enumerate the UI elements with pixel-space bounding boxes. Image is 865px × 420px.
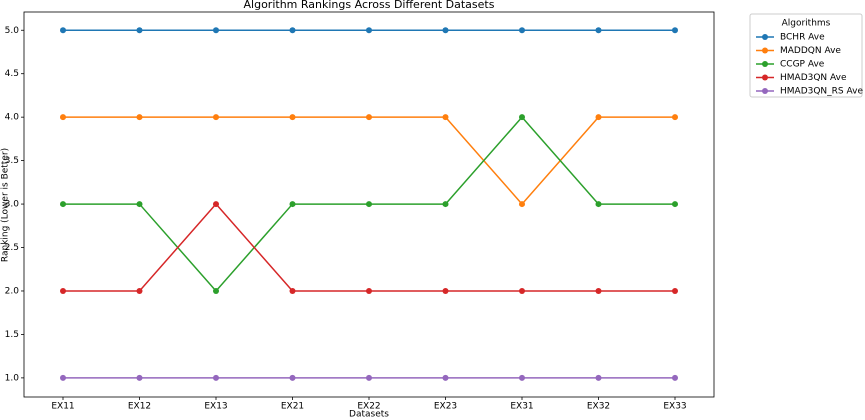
data-point (60, 201, 66, 208)
data-point (213, 201, 219, 208)
x-tick-label: EX12 (128, 402, 151, 412)
legend-label: HMAD3QN Ave (780, 73, 847, 83)
data-point (213, 287, 219, 294)
data-point (136, 287, 143, 294)
data-point (366, 374, 372, 381)
data-point (60, 27, 66, 34)
y-tick-label: 1.5 (5, 330, 19, 340)
legend-marker (762, 88, 768, 94)
y-tick-label: 2.0 (5, 286, 20, 296)
data-point (672, 374, 678, 381)
y-axis-label: Ranking (Lower is Better) (1, 148, 11, 262)
legend-label: HMAD3QN_RS Ave (780, 87, 863, 97)
data-point (519, 114, 525, 121)
data-point (519, 201, 525, 208)
y-tick-label: 4.0 (5, 113, 20, 123)
data-point (60, 114, 66, 121)
y-tick-label: 1.0 (5, 373, 20, 383)
data-point (60, 287, 66, 294)
y-tick-label: 3.0 (5, 200, 20, 210)
data-point (289, 201, 296, 208)
data-point (672, 27, 678, 34)
data-point (519, 287, 525, 294)
data-point (442, 27, 449, 34)
data-point (595, 201, 602, 208)
data-point (672, 201, 678, 208)
series-line (63, 116, 675, 206)
y-tick-label: 4.5 (5, 69, 19, 79)
data-point (136, 201, 143, 208)
legend-marker (762, 61, 768, 67)
x-tick-label: EX33 (663, 402, 686, 412)
legend-label: CCGP Ave (780, 60, 825, 70)
data-point (442, 374, 449, 381)
data-point (366, 27, 372, 34)
data-point (289, 374, 296, 381)
y-tick-label: 2.5 (5, 243, 19, 253)
legend-marker (762, 34, 768, 40)
data-point (289, 114, 296, 121)
data-point (595, 27, 602, 34)
x-tick-label: EX11 (51, 402, 74, 412)
data-point (366, 287, 372, 294)
x-tick-label: EX13 (204, 402, 227, 412)
data-point (442, 114, 449, 121)
data-point (595, 374, 602, 381)
data-point (595, 114, 602, 121)
series-line (63, 202, 675, 292)
chart-title: Algorithm Rankings Across Different Data… (244, 0, 495, 11)
data-point (213, 374, 219, 381)
data-point (136, 27, 143, 34)
data-point (519, 27, 525, 34)
x-tick-label: EX32 (587, 402, 610, 412)
x-tick-label: EX31 (510, 402, 533, 412)
legend-label: MADDQN Ave (780, 46, 841, 56)
y-tick-label: 3.5 (5, 156, 19, 166)
legend-label: BCHR Ave (780, 33, 825, 43)
data-point (60, 374, 66, 381)
data-point (672, 287, 678, 294)
data-point (289, 27, 296, 34)
data-point (366, 201, 372, 208)
legend-title: Algorithms (782, 19, 831, 29)
data-point (289, 287, 296, 294)
data-point (213, 114, 219, 121)
legend-marker (762, 47, 768, 54)
data-point (672, 114, 678, 121)
data-point (442, 201, 449, 208)
data-point (595, 287, 602, 294)
data-point (442, 287, 449, 294)
data-point (136, 114, 143, 121)
x-axis-label: Datasets (349, 410, 389, 420)
data-point (213, 27, 219, 34)
y-tick-label: 5.0 (5, 26, 20, 36)
x-tick-label: EX23 (434, 402, 457, 412)
x-tick-label: EX22 (357, 402, 380, 412)
data-point (519, 374, 525, 381)
legend-frame (749, 13, 863, 98)
x-tick-label: EX21 (281, 402, 304, 412)
data-point (136, 374, 143, 381)
data-point (366, 114, 372, 121)
legend-marker (762, 74, 768, 81)
